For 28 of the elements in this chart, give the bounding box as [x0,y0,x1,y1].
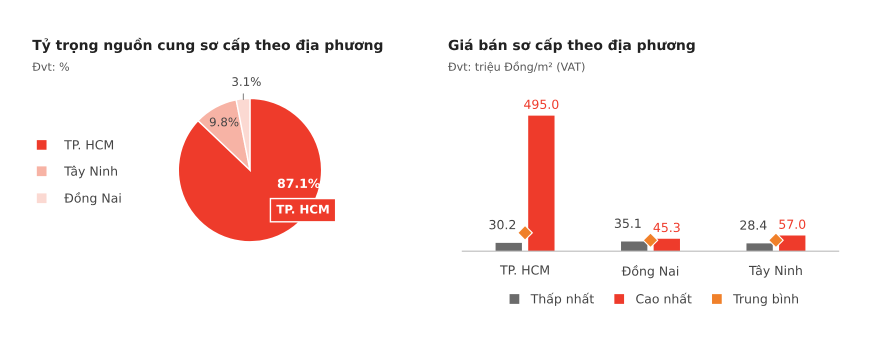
bar [621,242,648,252]
data-label: 28.4 [740,220,767,230]
bar [746,243,773,252]
chart-subtitle: Đvt: triệu Đồng/m² (VAT) [448,61,584,74]
data-label: 35.1 [614,218,641,228]
data-label: 495.0 [524,100,558,110]
data-label: 45.3 [654,222,680,232]
data-label: 30.2 [489,220,516,230]
legend-label: Thấp nhất [530,292,594,306]
text: TP. HCM [276,204,329,214]
data-label: 87.1% [278,178,320,188]
data-label: 57.0 [779,220,806,229]
legend-label: Tây Ninh [64,166,117,178]
chart-subtitle: Đvt: % [32,62,70,71]
x-tick-label: TP. HCM [500,265,549,275]
legend-label: Cao nhất [636,292,692,304]
x-tick-label: Đồng Nai [622,265,678,278]
bar [779,236,806,252]
chart-title: Giá bán sơ cấp theo địa phương [448,38,695,54]
legend-label: Đồng Nai [64,192,121,206]
bar [528,116,555,252]
data-label: 3.1% [232,77,261,86]
legend-label: TP. HCM [64,140,114,150]
legend-label: Trung bình [733,293,798,306]
data-label: 9.8% [210,117,238,126]
chart-title: Tỷ trọng nguồn cung sơ cấp theo địa phương [32,38,382,54]
x-tick-label: Tây Ninh [748,265,802,278]
bar [496,242,522,252]
